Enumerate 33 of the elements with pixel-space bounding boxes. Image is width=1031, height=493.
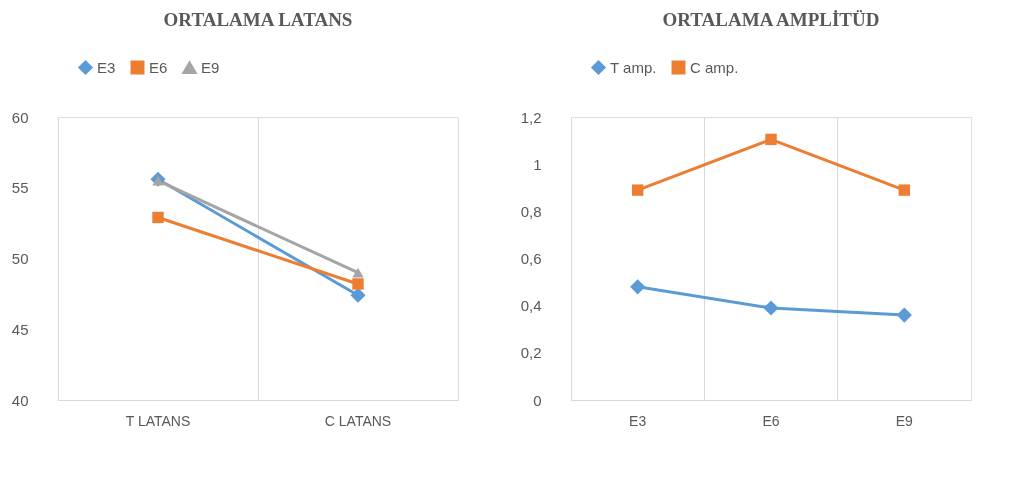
y-tick-label: 0,6 [520, 250, 542, 267]
y-tick-label: 55 [11, 179, 29, 197]
y-tick-label: 60 [11, 108, 29, 126]
y-tick-label: 0,2 [520, 344, 542, 362]
y-tick-label: 0,4 [520, 297, 542, 315]
point [152, 211, 164, 224]
x-tick-label: E9 [895, 412, 914, 429]
legend-label: T amp. [610, 58, 657, 76]
legend-label: E9 [201, 58, 220, 76]
y-tick-label: 50 [11, 250, 29, 267]
x-tick-label: E3 [629, 412, 647, 429]
chart-title: ORTALAMA AMPLİTÜD [662, 9, 880, 30]
y-tick-label: 45 [11, 320, 29, 338]
legend-label: C amp. [690, 58, 739, 76]
x-tick-label: E6 [762, 412, 780, 429]
legend-label: E6 [149, 58, 168, 76]
y-tick-label: 40 [11, 391, 29, 409]
legend-label: E3 [97, 58, 116, 76]
point [350, 287, 366, 303]
chart-title: ORTALAMA LATANS [163, 9, 353, 30]
point [763, 300, 779, 316]
point [631, 184, 644, 196]
y-tick-label: 1,2 [520, 108, 542, 126]
x-tick-label: C LATANS [324, 412, 392, 429]
x-tick-label: T LATANS [125, 412, 191, 429]
point [765, 133, 777, 146]
y-tick-label: 1 [533, 155, 542, 173]
point [898, 184, 911, 196]
point [352, 278, 364, 290]
y-tick-label: 0 [533, 391, 542, 409]
point [896, 307, 912, 323]
point [630, 279, 646, 295]
y-tick-label: 0,8 [520, 202, 542, 220]
